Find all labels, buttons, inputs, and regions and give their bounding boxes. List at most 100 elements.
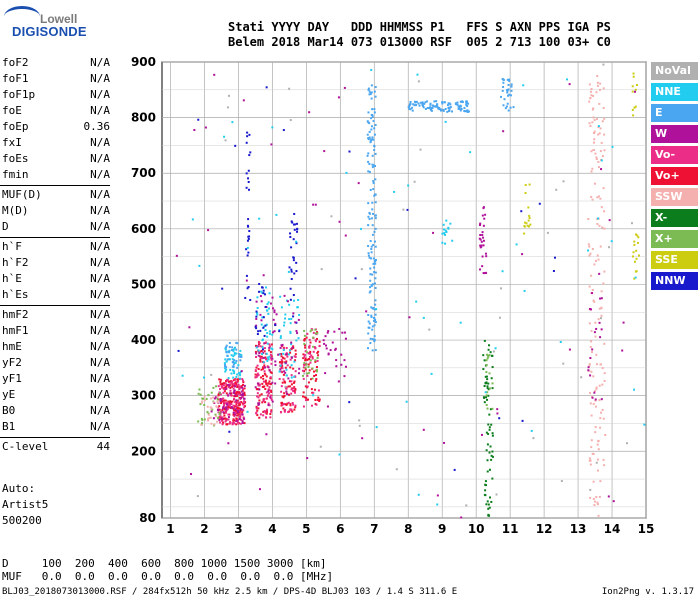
legend-item-x-: X- [651, 209, 698, 227]
echo-point-nne [359, 227, 362, 230]
param-name: yF2 [2, 356, 22, 369]
echo-point-noval [303, 372, 306, 375]
echo-point-vo- [264, 401, 267, 404]
echo-point-x- [305, 363, 308, 366]
echo-point-vo- [261, 382, 264, 385]
echo-point-vo- [226, 406, 229, 409]
echo-point-vo- [261, 366, 264, 369]
echo-point-vo- [223, 390, 226, 393]
echo-point-ssw [594, 259, 597, 262]
echo-point-vo- [238, 388, 241, 391]
echo-point-w [269, 396, 272, 399]
logo-lowell: Lowell [40, 12, 78, 26]
echo-point-nne [278, 353, 281, 356]
echo-point-w [326, 405, 329, 408]
echo-point-vo- [269, 371, 272, 374]
echo-point-ssw [589, 459, 592, 462]
echo-point-noval [492, 350, 495, 353]
echo-point-vo- [220, 401, 223, 404]
echo-point-e [506, 89, 509, 92]
echo-point-x- [488, 353, 491, 356]
echo-point-nne [275, 213, 278, 216]
echo-point-vo- [259, 376, 262, 379]
param-value: N/A [90, 340, 110, 353]
y-tick-label: 600 [131, 222, 156, 236]
echo-point-vo- [281, 360, 284, 363]
echo-point-e [459, 100, 462, 103]
echo-point-vo- [292, 367, 295, 370]
echo-point-nne [417, 493, 420, 496]
echo-point-ssw [594, 405, 597, 408]
echo-point-e [367, 170, 370, 173]
echo-point-nne [231, 358, 234, 361]
echo-point-e [433, 100, 436, 103]
echo-point-noval [465, 504, 468, 507]
echo-point-nne [262, 361, 265, 364]
echo-point-vo- [287, 401, 290, 404]
param-value: N/A [90, 152, 110, 165]
param-row-foep: foEp 0.36 [2, 120, 110, 136]
echo-point-nne [643, 423, 646, 426]
echo-point-vo- [294, 359, 297, 362]
echo-point-x- [488, 468, 491, 471]
x-tick-label: 1 [166, 522, 174, 536]
echo-point-ssw [589, 402, 592, 405]
echo-point-vo- [302, 357, 305, 360]
echo-point-sse [632, 114, 635, 117]
echo-point-nnw [296, 228, 299, 231]
echo-point-vo- [258, 394, 261, 397]
echo-point-ssw [203, 399, 206, 402]
echo-point-vo- [233, 397, 236, 400]
echo-point-e [371, 108, 374, 111]
echo-point-e [369, 273, 372, 276]
echo-point-vo- [308, 355, 311, 358]
echo-point-nnw [261, 286, 264, 289]
echo-point-ssw [601, 383, 604, 386]
echo-point-sse [633, 106, 636, 109]
echo-point-w [479, 244, 482, 247]
echo-point-nne [191, 218, 194, 221]
echo-point-w [590, 308, 593, 311]
echo-point-ssw [208, 416, 211, 419]
echo-point-w [357, 182, 360, 185]
echo-point-e [231, 365, 234, 368]
echo-point-nnw [264, 293, 267, 296]
echo-point-nnw [293, 228, 296, 231]
echo-point-vo- [264, 380, 267, 383]
echo-point-w [233, 389, 236, 392]
echo-point-nne [266, 332, 269, 335]
echo-point-noval [532, 437, 535, 440]
echo-point-e [367, 202, 370, 205]
echo-point-w [480, 245, 483, 248]
echo-point-e [225, 350, 228, 353]
echo-point-noval [495, 493, 498, 496]
echo-point-e [367, 254, 370, 257]
echo-point-ssw [589, 346, 592, 349]
echo-point-nnw [246, 239, 249, 242]
echo-point-w [267, 366, 270, 369]
param-value: N/A [90, 88, 110, 101]
echo-point-ssw [597, 514, 600, 517]
echo-point-vo- [309, 341, 312, 344]
echo-point-ssw [590, 88, 593, 91]
echo-point-x- [311, 377, 314, 380]
echo-point-w [242, 99, 245, 102]
echo-point-e [367, 160, 370, 163]
echo-point-e [506, 94, 509, 97]
echo-point-vo- [244, 405, 247, 408]
echo-point-ssw [594, 321, 597, 324]
echo-point-noval [560, 480, 563, 483]
echo-point-e [224, 363, 227, 366]
echo-point-e [370, 306, 373, 309]
echo-point-w [568, 348, 571, 351]
echo-point-noval [419, 148, 422, 151]
echo-point-nne [416, 73, 419, 76]
echo-point-w [335, 359, 338, 362]
echo-point-nne [283, 317, 286, 320]
echo-point-e [374, 303, 377, 306]
echo-point-ssw [597, 440, 600, 443]
echo-point-nne [600, 159, 603, 162]
echo-point-nne [233, 370, 236, 373]
echo-point-vo- [242, 416, 245, 419]
echo-point-w [241, 386, 244, 389]
